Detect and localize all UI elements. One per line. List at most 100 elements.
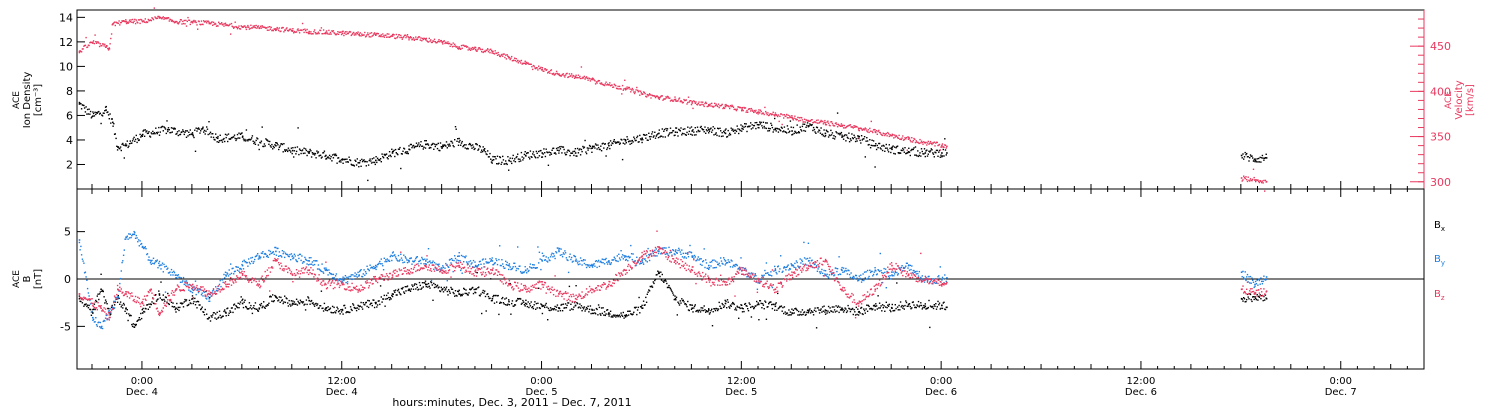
- by-point: [719, 265, 721, 267]
- velocity-point: [538, 67, 541, 70]
- velocity-point: [796, 118, 798, 121]
- velocity-point: [466, 46, 469, 48]
- velocity-point: [623, 88, 625, 90]
- density-point: [461, 140, 463, 143]
- bx-point: [895, 307, 897, 310]
- velocity-point: [334, 32, 336, 35]
- by-point: [523, 271, 526, 273]
- bx-point: [565, 307, 568, 309]
- bx-point: [390, 298, 392, 300]
- bx-point: [203, 311, 205, 313]
- bx-point: [135, 323, 137, 326]
- velocity-point: [251, 27, 254, 29]
- by-point: [169, 271, 171, 273]
- density-point: [681, 134, 683, 136]
- density-point: [346, 161, 349, 163]
- by-point: [211, 291, 213, 294]
- by-point: [257, 258, 260, 260]
- bx-point: [688, 309, 690, 312]
- by-point: [712, 267, 714, 269]
- density-point: [500, 163, 502, 165]
- bx-point: [433, 286, 436, 289]
- bx-point: [80, 300, 82, 303]
- density-point: [820, 127, 822, 129]
- bx-point: [756, 300, 758, 303]
- density-point: [767, 130, 769, 132]
- bx-point: [230, 311, 232, 313]
- by-point: [373, 265, 375, 268]
- by-point: [197, 289, 199, 291]
- bx-point: [491, 299, 493, 302]
- bx-point: [198, 304, 200, 306]
- density-point: [684, 133, 687, 136]
- by-point: [452, 270, 454, 273]
- velocity-point: [593, 79, 595, 81]
- bx-point: [803, 311, 806, 313]
- velocity-point: [343, 32, 346, 34]
- density-point: [641, 137, 643, 140]
- velocity-point: [702, 104, 705, 106]
- by-point: [263, 253, 266, 255]
- density-point: [538, 150, 540, 153]
- density-point: [392, 150, 394, 153]
- bx-point: [894, 304, 896, 306]
- velocity-point: [98, 42, 100, 44]
- bx-point: [758, 319, 760, 321]
- density-point: [666, 129, 668, 132]
- density-point: [185, 136, 188, 138]
- bx-point: [791, 312, 793, 314]
- by-point: [128, 237, 131, 239]
- velocity-point: [488, 49, 490, 51]
- bx-point: [259, 303, 261, 306]
- by-point: [647, 247, 649, 250]
- velocity-point: [133, 20, 135, 22]
- by-point: [717, 263, 719, 266]
- by-point: [722, 263, 724, 265]
- bx-point: [204, 308, 206, 311]
- velocity-point: [724, 105, 727, 108]
- by-point: [774, 268, 777, 270]
- density-point: [275, 144, 277, 147]
- by-point: [878, 270, 881, 273]
- velocity-point: [270, 26, 272, 29]
- by-point: [442, 265, 444, 267]
- density-point: [1258, 157, 1260, 160]
- density-point: [944, 149, 947, 151]
- density-point: [702, 128, 704, 131]
- density-point: [355, 164, 358, 166]
- velocity-point: [461, 47, 463, 49]
- density-point: [816, 126, 819, 129]
- density-point: [275, 142, 278, 144]
- bx-point: [726, 299, 729, 301]
- velocity-point: [313, 29, 316, 31]
- density-point: [373, 161, 376, 164]
- velocity-point: [140, 19, 143, 21]
- velocity-point: [744, 107, 747, 109]
- velocity-point: [708, 104, 711, 107]
- bx-point: [184, 298, 186, 301]
- velocity-point: [912, 139, 914, 142]
- bx-point: [458, 289, 460, 291]
- density-point: [290, 147, 293, 149]
- density-point: [93, 115, 96, 117]
- velocity-point: [886, 135, 888, 137]
- by-point: [660, 253, 662, 255]
- bx-point: [247, 308, 249, 310]
- velocity-point: [158, 17, 161, 19]
- density-point: [501, 161, 503, 164]
- density-point: [474, 147, 476, 150]
- velocity-point: [210, 22, 212, 24]
- bx-point: [833, 306, 835, 308]
- by-point: [469, 265, 471, 267]
- by-point: [1243, 278, 1246, 280]
- density-point: [268, 143, 270, 145]
- density-point: [404, 152, 406, 154]
- bx-point: [300, 301, 302, 303]
- bx-point: [109, 314, 111, 316]
- bx-point: [316, 303, 319, 305]
- bx-point: [468, 292, 470, 294]
- density-point: [197, 128, 199, 130]
- by-point: [80, 245, 82, 248]
- bx-point: [732, 302, 735, 305]
